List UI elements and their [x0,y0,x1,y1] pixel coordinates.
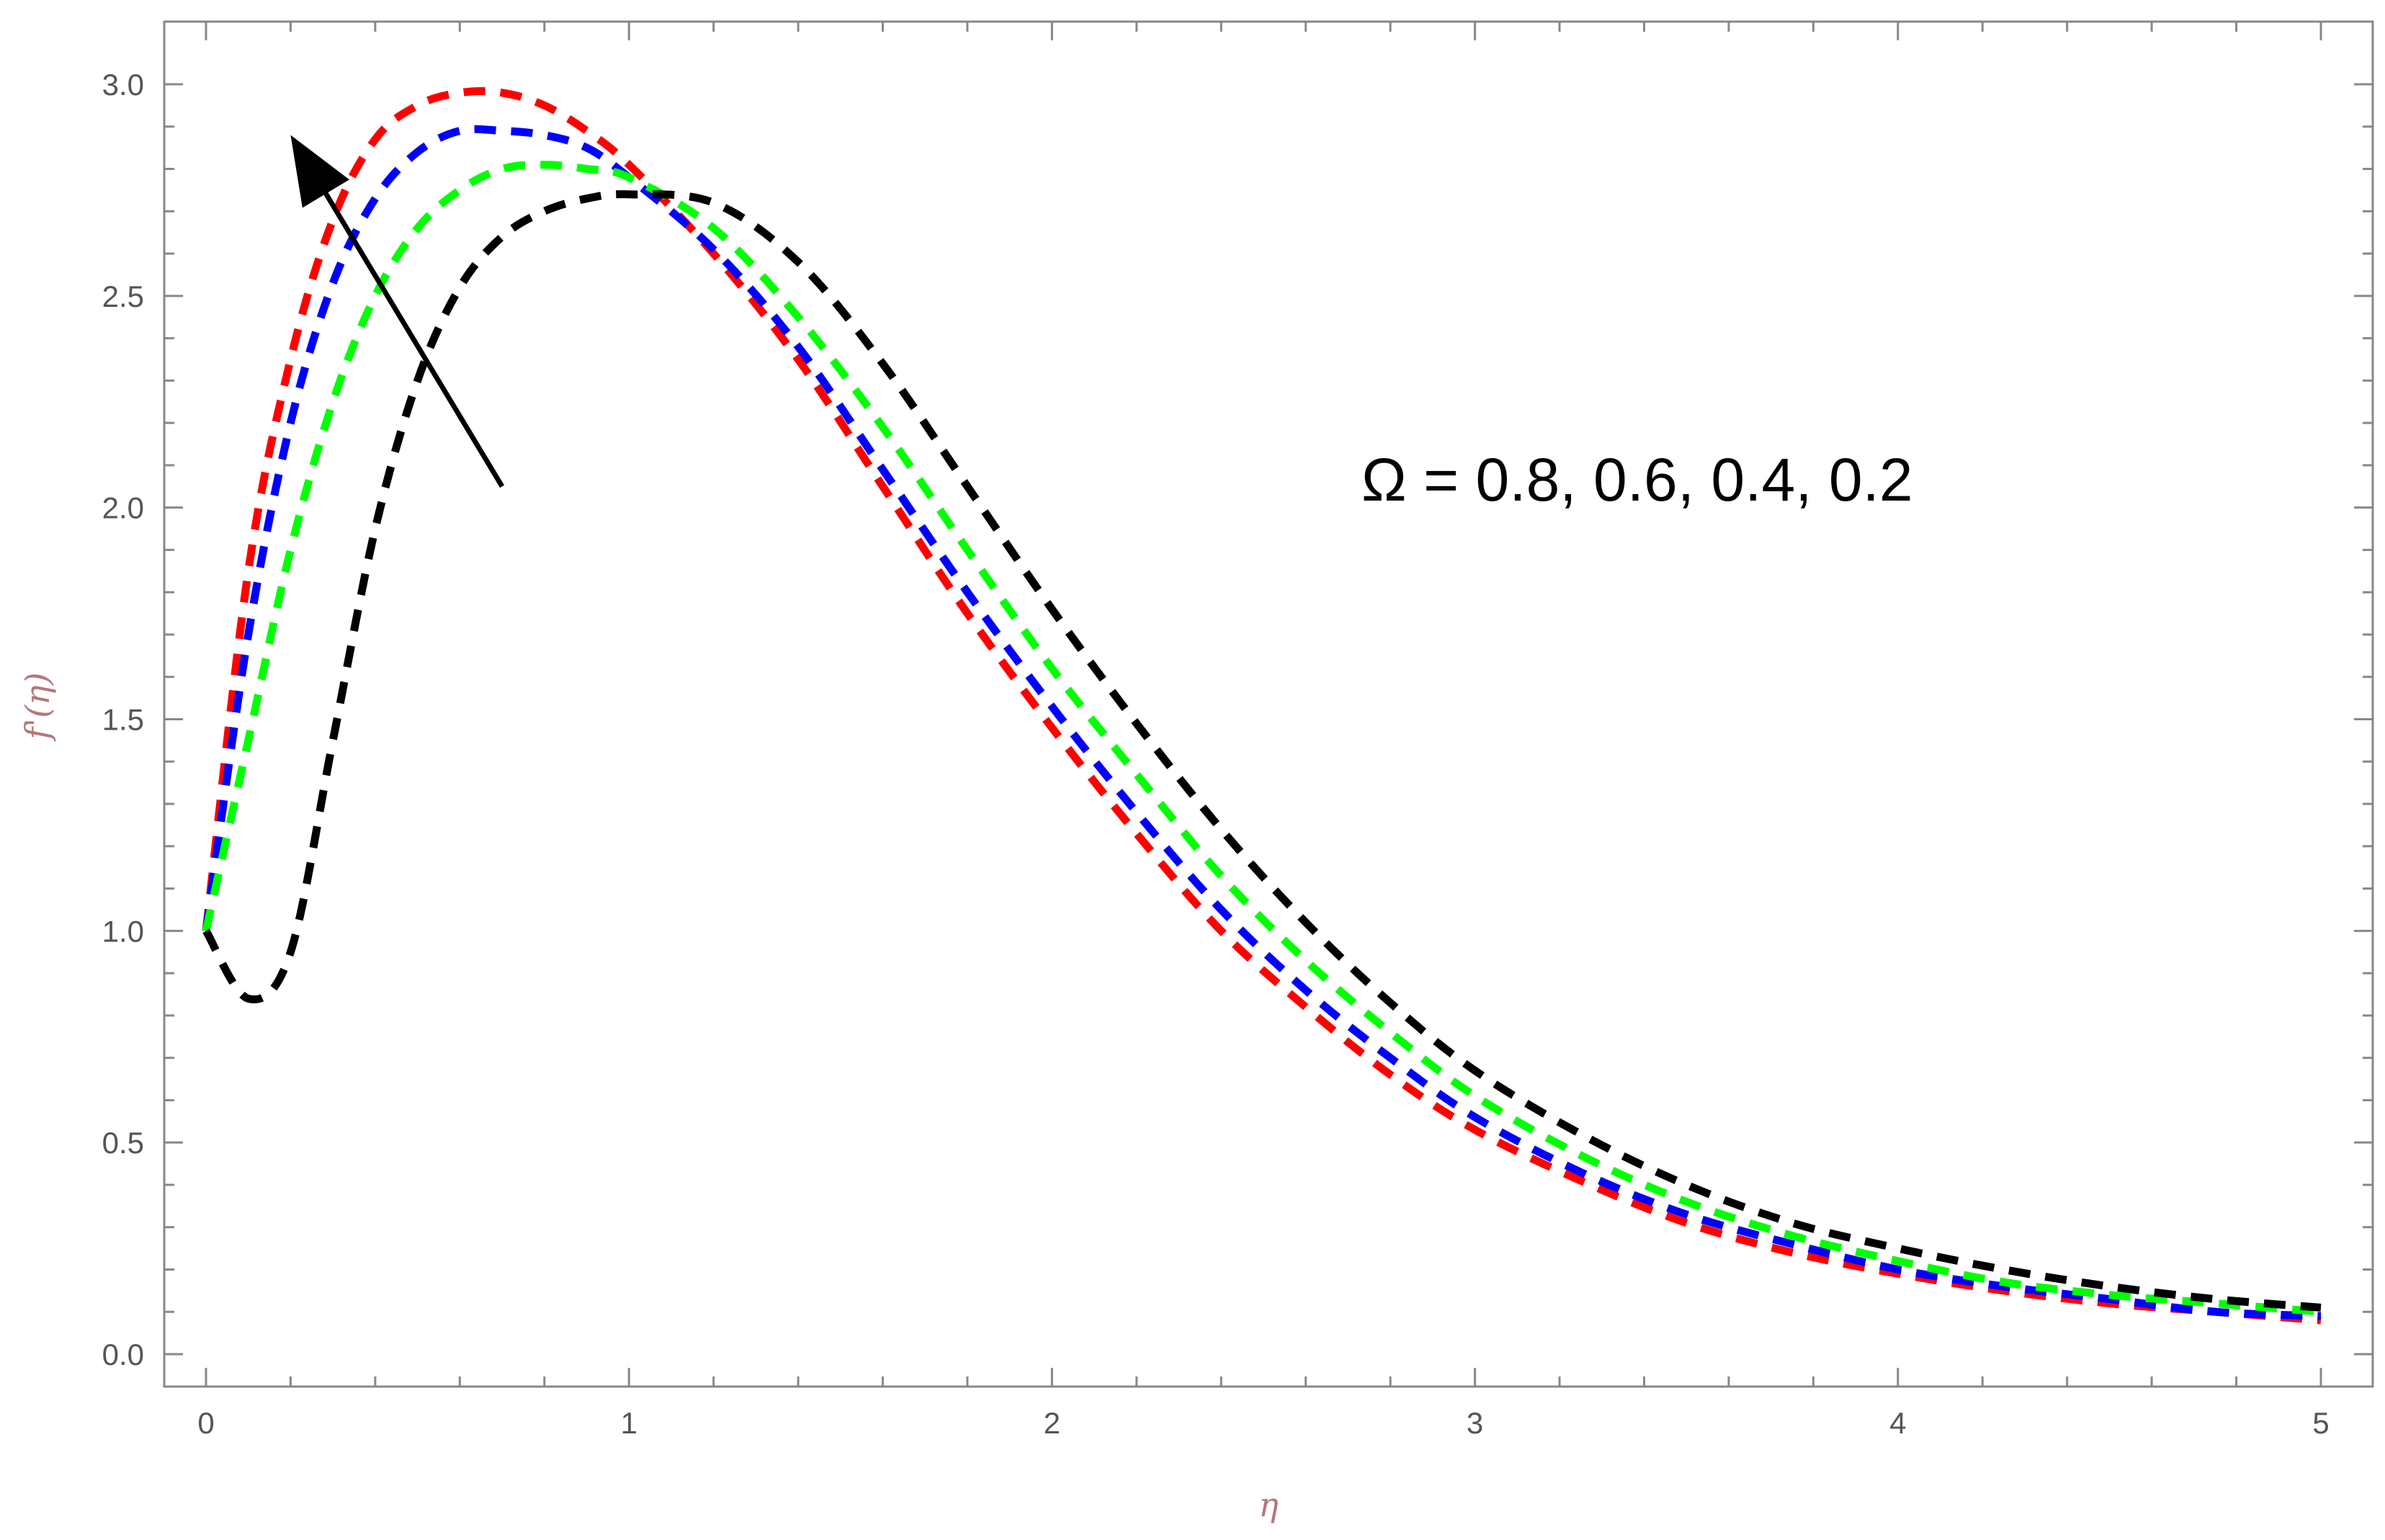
arrow-shaft [320,186,505,488]
y-tick-label: 3.0 [102,68,144,102]
tick-labels: 0 1 2 3 4 5 0.0 0.5 1.0 1.5 2.0 2.5 3.0 [102,68,2330,1440]
series-line-1 [202,87,2322,1325]
x-tick-label: 0 [197,1406,214,1440]
y-tick-label: 2.5 [102,279,144,313]
annotation-arrow [290,135,505,488]
y-tick-label: 1.0 [102,914,144,948]
x-axis-title: η [1258,1485,1279,1524]
y-tick-label: 1.5 [102,703,144,737]
y-axis-title: f'(η) [18,672,57,741]
omega-annotation: Ω = 0.8, 0.6, 0.4, 0.2 [1361,446,1913,514]
series-lines [202,87,2322,1325]
x-tick-label: 3 [1467,1406,1483,1440]
x-tick-label: 5 [2312,1406,2329,1440]
plot-frame [163,20,2374,1388]
y-tick-label: 2.0 [102,491,144,525]
series-line-2 [202,125,2322,1320]
arrow-head [290,135,349,208]
x-tick-label: 1 [621,1406,637,1440]
series-line-3 [202,161,2322,1316]
x-tick-label: 4 [1889,1406,1906,1440]
x-tick-label: 2 [1044,1406,1060,1440]
y-tick-label: 0.0 [102,1338,144,1371]
ticks [164,22,2373,1387]
y-tick-label: 0.5 [102,1126,144,1160]
series-line-4 [202,190,2322,1312]
